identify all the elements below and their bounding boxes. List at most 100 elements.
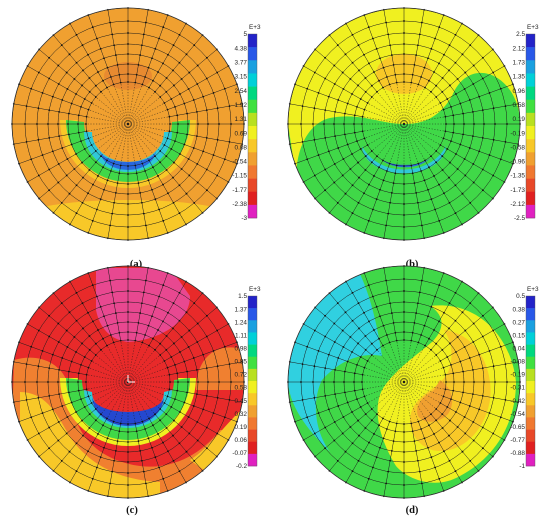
mesh-node	[428, 166, 430, 169]
mesh-node	[103, 446, 105, 449]
mesh-node	[324, 136, 327, 139]
mesh-node	[57, 322, 60, 325]
mesh-node	[468, 99, 471, 101]
mesh-node	[324, 77, 327, 80]
mesh-node	[434, 208, 437, 211]
mesh-node	[300, 123, 302, 125]
mesh-node	[25, 363, 28, 366]
mesh-node	[434, 466, 437, 469]
mesh-node	[382, 437, 385, 440]
mesh-node	[154, 198, 157, 201]
mesh-node	[75, 212, 78, 215]
colorbar-tick-label: 1.37	[235, 306, 248, 313]
mesh-node	[218, 123, 220, 125]
mesh-node	[371, 208, 374, 211]
mesh-node	[91, 284, 94, 287]
mesh-node	[113, 302, 116, 305]
colorbar-tick-label: -0.77	[510, 437, 525, 444]
mesh-node	[376, 348, 378, 351]
colorbar-swatch	[248, 368, 257, 382]
mesh-node	[389, 201, 392, 204]
mesh-node	[357, 161, 359, 164]
mesh-node	[205, 335, 208, 338]
mesh-node	[342, 416, 345, 418]
mesh-node	[77, 131, 80, 134]
mesh-node	[127, 53, 129, 55]
mesh-node	[148, 344, 150, 347]
colorbar-a: E+35 4.38 3.77 3.15 2.54 1.92 1.31 0.69 0.08 -0.5…	[232, 24, 261, 222]
mesh-node	[403, 165, 405, 167]
mesh-node	[61, 147, 64, 149]
mesh-node	[185, 311, 188, 314]
mesh-node	[134, 164, 137, 167]
mesh-node	[464, 329, 467, 332]
mesh-node	[324, 447, 326, 450]
mesh-node	[127, 278, 129, 280]
mesh-node	[57, 83, 60, 85]
mesh-node	[106, 344, 108, 347]
mesh-node	[61, 357, 64, 359]
mesh-node	[167, 311, 169, 314]
mesh-node	[353, 389, 356, 392]
mesh-node	[387, 33, 390, 36]
mesh-node	[141, 420, 144, 423]
mesh-node	[454, 470, 457, 473]
mesh-node	[363, 366, 366, 369]
mesh-d	[287, 265, 521, 499]
colorbar-tick-label: 0.15	[513, 332, 526, 339]
colorbar-tick-label: 4.38	[235, 45, 248, 52]
mesh-node	[192, 99, 195, 101]
mesh-node	[327, 353, 330, 356]
mesh-node	[80, 363, 82, 366]
colorbar-tick-label: 0.96	[513, 88, 526, 95]
colorbar-frame	[247, 33, 258, 219]
mesh-node	[448, 69, 450, 72]
mesh-node	[127, 423, 129, 425]
mesh-node	[186, 391, 188, 394]
mesh-node	[94, 342, 97, 345]
mesh-node	[327, 408, 330, 411]
mesh-node	[173, 161, 175, 164]
mesh-node	[218, 381, 220, 383]
mesh-node	[473, 381, 475, 383]
colorbar-tick-label: 0.32	[235, 411, 248, 418]
mesh-node	[127, 461, 129, 463]
mesh-node	[212, 154, 215, 157]
mesh-node	[371, 466, 374, 469]
mesh-node	[162, 320, 164, 323]
colorbar-tick-label: 0.04	[513, 346, 526, 353]
mesh-node	[137, 322, 140, 324]
mesh-node	[395, 164, 398, 167]
mesh-node	[85, 373, 88, 376]
colorbar-tick-label: 0.38	[513, 306, 526, 313]
mesh-node	[37, 329, 40, 332]
colorbar-tick-label: -0.07	[232, 450, 247, 457]
colorbar-swatch	[526, 86, 535, 101]
mesh-node	[61, 405, 64, 407]
mesh-node	[159, 84, 162, 87]
mesh-node	[482, 189, 484, 192]
mesh-node	[172, 434, 174, 437]
mesh-node	[152, 166, 154, 169]
mesh-node	[478, 95, 481, 98]
mesh-node	[430, 47, 433, 50]
mesh-node	[411, 430, 414, 433]
mesh-node	[443, 53, 445, 56]
colorbar-tick-label: -0.54	[232, 159, 247, 166]
mesh-node	[351, 212, 354, 215]
mesh-node	[169, 123, 171, 125]
mesh-node	[334, 135, 336, 138]
colorbar-swatch	[248, 126, 257, 140]
mesh-node	[180, 336, 183, 338]
mesh-node	[223, 345, 226, 348]
mesh-node	[403, 484, 405, 486]
colorbar-swatch	[248, 332, 257, 345]
mesh-node	[193, 44, 196, 46]
mesh-node	[87, 311, 89, 314]
mesh-node	[144, 76, 147, 78]
mesh-node	[361, 130, 364, 133]
mesh-node	[420, 334, 423, 336]
mesh-node	[112, 420, 115, 423]
mesh-node	[75, 153, 77, 155]
mesh-node	[366, 402, 369, 404]
